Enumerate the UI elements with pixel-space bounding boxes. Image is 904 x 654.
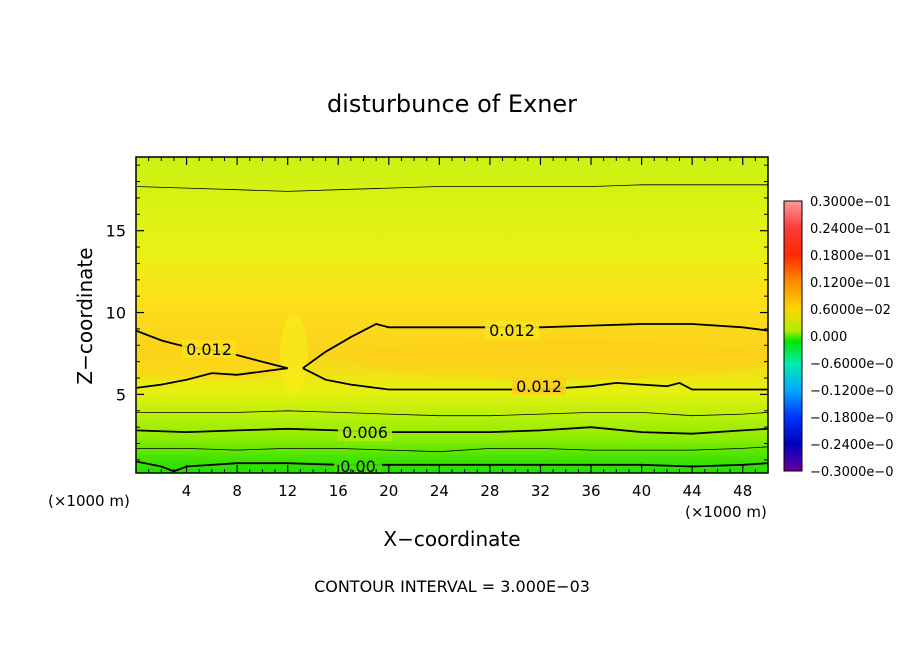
x-tick-label: 44 [683,482,702,500]
contour-4-segment-0 [136,460,768,473]
x-tick-label: 32 [531,482,550,500]
colorbar-label: −0.1200e−0 [810,384,894,399]
colorbar-label: −0.6000e−0 [810,357,894,372]
contour-1-segment-0 [136,410,768,417]
x-axis-label: X−coordinate [383,527,520,551]
colorbar-label: −0.1800e−0 [810,411,894,426]
contour-label-000: 0.00 [340,457,376,476]
x-tick-label: 20 [379,482,398,500]
contour-label-left: 0.012 [186,340,232,359]
x-tick-label: 28 [480,482,499,500]
colorbar-label: −0.2400e−0 [810,438,894,453]
contour-label-upper: 0.012 [489,321,535,340]
contour-2-segment-0 [136,426,768,435]
x-unit-left: (×1000 m) [48,492,130,510]
chart-title: disturbunce of Exner [327,90,577,118]
x-tick-label: 48 [733,482,752,500]
colorbar-label: 0.000 [810,330,847,345]
contour-3-segment-0 [136,446,768,453]
colorbar [783,200,803,472]
x-tick-label: 40 [632,482,651,500]
colorbar-label: 0.1200e−01 [810,276,891,291]
colorbar-label: 0.3000e−01 [810,195,891,210]
y-axis-label: Z−coordinate [73,247,97,384]
y-tick-label: 10 [106,304,126,323]
x-unit-right: (×1000 m) [685,503,767,521]
x-tick-label: 24 [430,482,449,500]
x-tick-label: 16 [329,482,348,500]
contour-0-segment-1 [136,367,288,389]
colorbar-labels: 0.3000e−01 0.2400e−01 0.1800e−01 0.1200e−01… [810,195,894,480]
x-tick-label: 4 [182,482,192,500]
contour-label-lower: 0.012 [516,377,562,396]
colorbar-label: 0.2400e−01 [810,222,891,237]
contour-5-segment-0 [136,184,768,192]
plot-area [136,157,768,473]
contour-0-segment-3 [302,367,768,391]
field-gap [280,315,308,395]
y-tick-label: 5 [116,385,126,404]
field-peak-right [350,340,768,380]
field-background [136,157,768,473]
x-tick-label: 36 [581,482,600,500]
contour-labels: 0.012 0.012 0.012 0.006 0.00 [182,321,566,476]
x-tick-label: 12 [278,482,297,500]
contour-label-006: 0.006 [342,423,388,442]
y-tick-label: 15 [106,222,126,241]
colorbar-label: 0.1800e−01 [810,249,891,264]
colorbar-label: 0.6000e−02 [810,303,891,318]
colorbar-label: −0.3000e−0 [810,465,894,480]
x-tick-label: 8 [232,482,242,500]
contour-interval-note: CONTOUR INTERVAL = 3.000E−03 [314,577,590,596]
